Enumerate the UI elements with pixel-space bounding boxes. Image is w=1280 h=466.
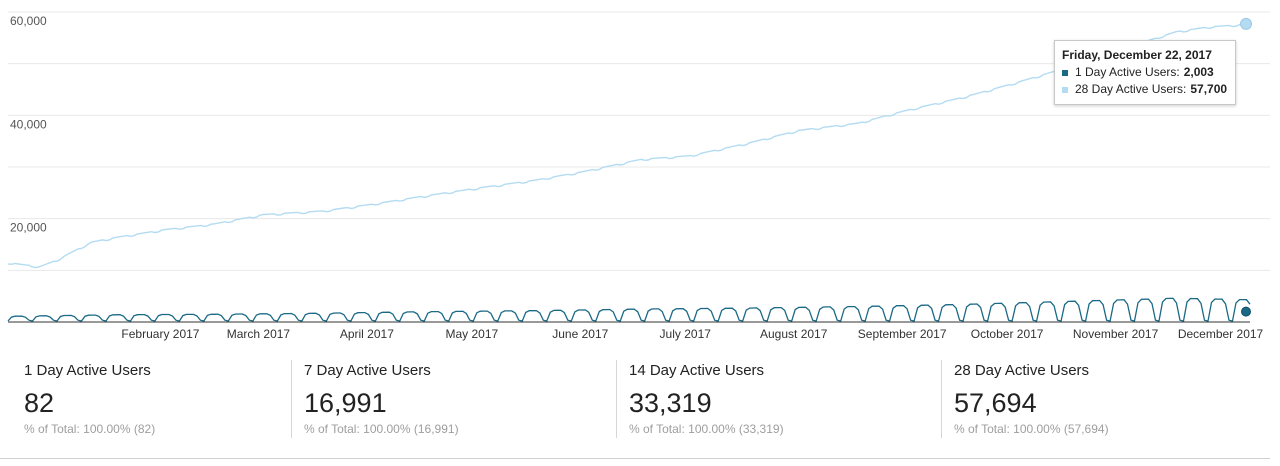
scorecard-label: 1 Day Active Users [24, 362, 151, 379]
tooltip-row-28day: 28 Day Active Users: 57,700 [1062, 81, 1227, 98]
tooltip-swatch-1day [1062, 69, 1068, 76]
scorecard-label: 14 Day Active Users [629, 362, 765, 379]
scorecard-divider [291, 360, 292, 438]
x-tick-label: March 2017 [227, 327, 291, 341]
scorecard-divider [616, 360, 617, 438]
scorecard-pct: % of Total: 100.00% (57,694) [954, 422, 1109, 436]
scorecard-1day[interactable]: 1 Day Active Users 82 % of Total: 100.00… [24, 352, 284, 442]
x-tick-label: May 2017 [445, 327, 498, 341]
tooltip-label-28day: 28 Day Active Users: [1075, 82, 1187, 96]
x-tick-label: August 2017 [760, 327, 828, 341]
x-tick-label: December 2017 [1178, 327, 1264, 341]
scorecard-pct-value: 100.00% (16,991) [363, 422, 459, 436]
scorecard-divider [941, 360, 942, 438]
scorecard-pct-prefix: % of Total: [629, 422, 689, 436]
hover-point-1-day [1241, 306, 1251, 317]
x-tick-label: June 2017 [552, 327, 608, 341]
scorecard-label: 7 Day Active Users [304, 362, 431, 379]
scorecard-pct-prefix: % of Total: [954, 422, 1014, 436]
tooltip-swatch-28day [1062, 86, 1068, 93]
tooltip-value-28day: 57,700 [1190, 82, 1228, 96]
scorecard-14day[interactable]: 14 Day Active Users 33,319 % of Total: 1… [629, 352, 929, 442]
scorecard-pct-prefix: % of Total: [24, 422, 84, 436]
scorecards-row: 1 Day Active Users 82 % of Total: 100.00… [0, 352, 1270, 459]
scorecard-pct-prefix: % of Total: [304, 422, 364, 436]
tooltip-date: Friday, December 22, 2017 [1062, 48, 1212, 62]
tooltip-label-1day: 1 Day Active Users: [1075, 65, 1180, 79]
active-users-line-chart[interactable]: 60,000 40,000 20,000 February 2017 March 201… [0, 0, 1280, 352]
x-tick-label: September 2017 [858, 327, 947, 341]
x-tick-label: October 2017 [971, 327, 1044, 341]
scorecard-pct-value: 100.00% (57,694) [1013, 422, 1109, 436]
y-tick-label: 40,000 [10, 117, 47, 131]
x-tick-label: February 2017 [121, 327, 199, 341]
scorecard-value: 82 [24, 388, 55, 418]
tooltip-row-1day: 1 Day Active Users: 2,003 [1062, 64, 1227, 81]
scorecard-28day[interactable]: 28 Day Active Users 57,694 % of Total: 1… [954, 352, 1254, 442]
y-tick-label: 60,000 [10, 14, 47, 28]
scorecard-label: 28 Day Active Users [954, 362, 1090, 379]
scorecard-pct: % of Total: 100.00% (16,991) [304, 422, 459, 436]
scorecard-value: 57,694 [954, 388, 1037, 418]
scorecard-pct: % of Total: 100.00% (33,319) [629, 422, 784, 436]
series-line-28-day-active-users [7, 23, 1251, 269]
scorecard-pct: % of Total: 100.00% (82) [24, 422, 155, 436]
scorecard-value: 33,319 [629, 388, 712, 418]
tooltip-value-1day: 2,003 [1183, 65, 1214, 79]
x-tick-label: November 2017 [1073, 327, 1159, 341]
x-tick-label: July 2017 [660, 327, 712, 341]
x-tick-label: April 2017 [340, 327, 394, 341]
y-tick-label: 20,000 [10, 221, 47, 235]
series-line-1-day-active-users [7, 297, 1251, 322]
scorecard-7day[interactable]: 7 Day Active Users 16,991 % of Total: 10… [304, 352, 604, 442]
hover-point-28-day [1240, 17, 1252, 30]
scorecard-pct-value: 100.00% (33,319) [688, 422, 784, 436]
chart-area[interactable]: 60,000 40,000 20,000 February 2017 March 201… [0, 0, 1280, 352]
scorecard-pct-value: 100.00% (82) [83, 422, 156, 436]
scorecard-value: 16,991 [304, 388, 387, 418]
chart-tooltip: Friday, December 22, 2017 1 Day Active U… [1054, 40, 1237, 105]
